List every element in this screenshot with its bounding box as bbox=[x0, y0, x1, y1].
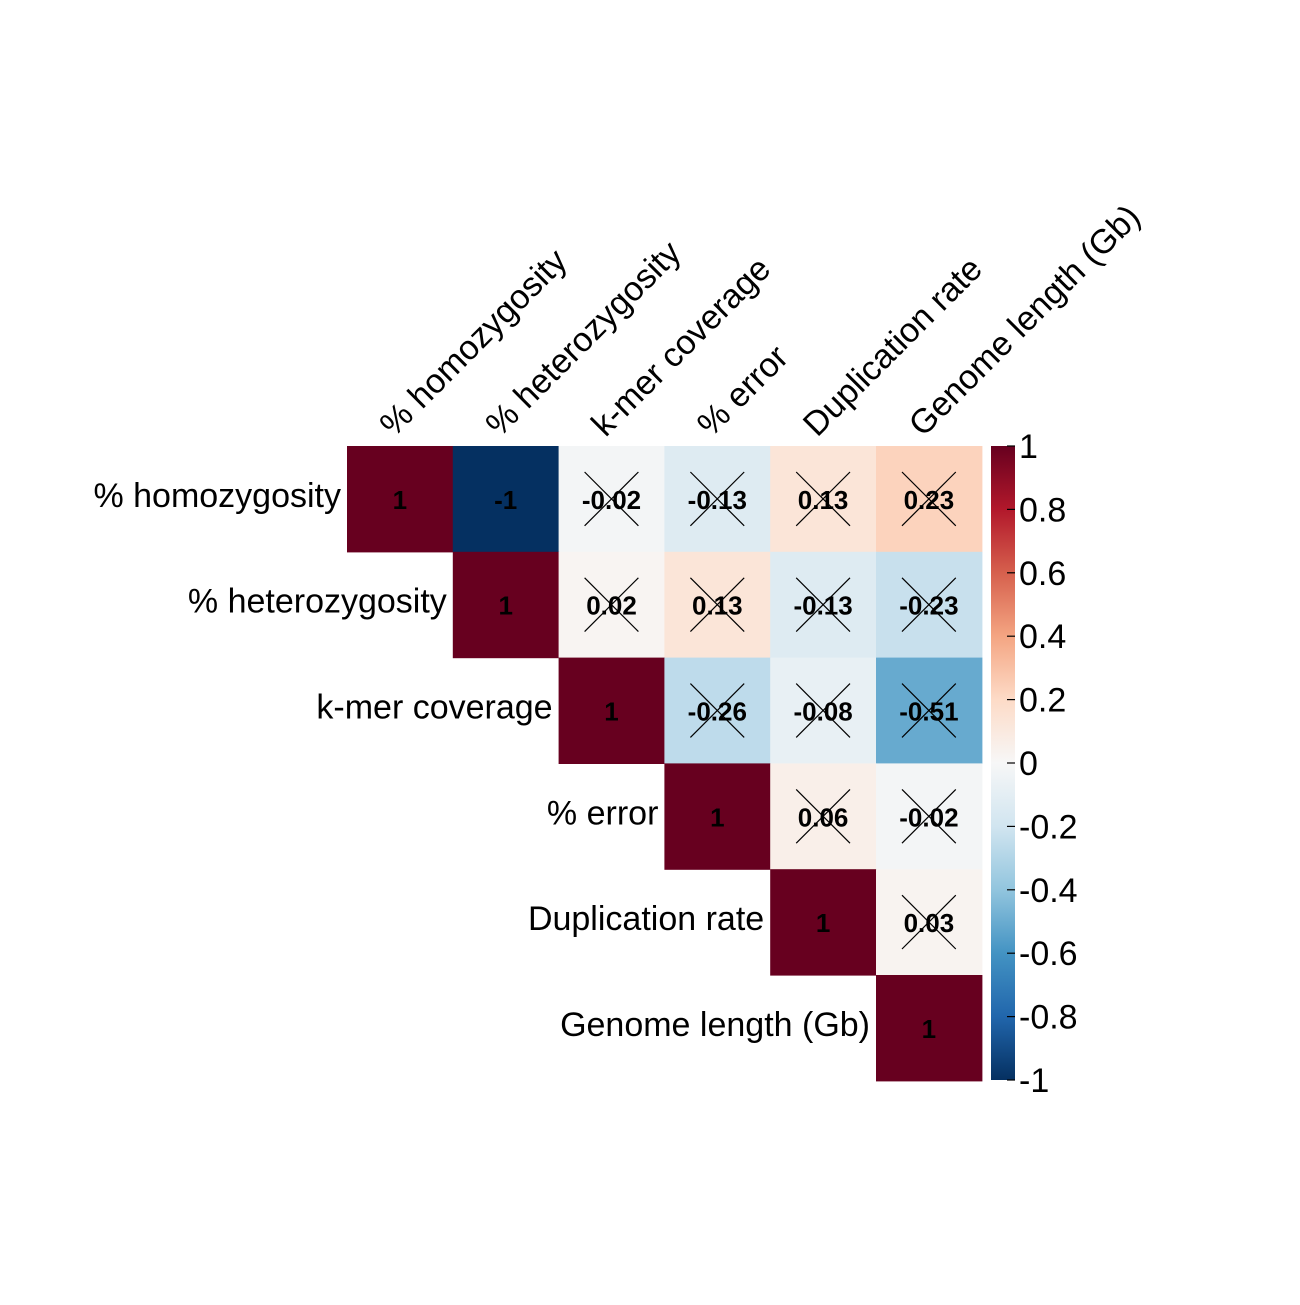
cells-layer: 1 -1 -0.02 -0.13 0.13 0.23 1 0.02 0.13 -0.13 -0.23… bbox=[347, 446, 983, 1082]
cell-value-label: 0.13 bbox=[692, 591, 743, 621]
heatmap-cell: -0.02 bbox=[876, 763, 983, 870]
cell-value-label: -0.02 bbox=[582, 485, 641, 515]
heatmap-cell: 0.06 bbox=[770, 763, 877, 870]
row-label: Duplication rate bbox=[528, 900, 764, 938]
heatmap-cell: 0.13 bbox=[770, 446, 877, 553]
cell-fill bbox=[664, 763, 771, 870]
cross-mark bbox=[901, 788, 957, 844]
legend-tick-label: 0 bbox=[1019, 745, 1038, 783]
heatmap-cell: 1 bbox=[876, 975, 983, 1082]
cell-value-label: 1 bbox=[816, 908, 830, 938]
heatmap-cell: -0.26 bbox=[664, 657, 771, 764]
column-label: % homozygosity bbox=[373, 242, 575, 444]
cross-mark bbox=[795, 577, 851, 633]
cross-mark bbox=[901, 894, 957, 950]
heatmap-cell: 0.02 bbox=[558, 551, 665, 659]
heatmap-cell: 1 bbox=[770, 869, 877, 976]
cross-mark bbox=[584, 471, 639, 527]
cell-fill bbox=[558, 657, 665, 764]
cell-value-label: -0.26 bbox=[688, 697, 747, 727]
heatmap-cell: 1 bbox=[347, 446, 454, 553]
cell-value-label: -0.23 bbox=[899, 591, 958, 621]
cell-value-label: 0.13 bbox=[798, 485, 849, 515]
cross-mark bbox=[795, 683, 851, 738]
cell-value-label: 1 bbox=[498, 591, 512, 621]
cross-mark bbox=[795, 471, 851, 527]
cell-value-label: 1 bbox=[922, 1014, 936, 1044]
heatmap-cell: -0.13 bbox=[664, 446, 771, 553]
column-label: % heterozygosity bbox=[478, 234, 688, 444]
color-legend: 1 0.8 0.6 0.4 0.2 0 -0.2 -0.4 -0.6 -0.8 -1 bbox=[991, 428, 1078, 1100]
legend-tick-label: -0.8 bbox=[1019, 999, 1078, 1037]
row-label: k-mer coverage bbox=[316, 689, 552, 727]
cell-value-label: 0.06 bbox=[798, 802, 849, 832]
heatmap-cell: -0.08 bbox=[770, 657, 877, 764]
cross-mark bbox=[901, 577, 957, 633]
legend-tick-label: -0.6 bbox=[1019, 935, 1078, 973]
cross-mark bbox=[901, 683, 957, 738]
heatmap-cell: -0.51 bbox=[876, 657, 983, 764]
cell-fill bbox=[770, 869, 877, 976]
cross-mark bbox=[584, 577, 639, 633]
cell-fill bbox=[452, 551, 560, 659]
cell-value-label: 1 bbox=[604, 697, 618, 727]
cell-fill bbox=[347, 446, 454, 553]
legend-tick-label: 0.4 bbox=[1019, 618, 1066, 656]
heatmap-cell: 1 bbox=[664, 763, 771, 870]
heatmap-cell: 1 bbox=[452, 551, 560, 659]
heatmap-cell: -0.23 bbox=[876, 551, 983, 659]
cell-value-label: 0.03 bbox=[904, 908, 955, 938]
legend-tick-label: -1 bbox=[1019, 1062, 1049, 1100]
row-labels: % homozygosity % heterozygosity k-mer cove… bbox=[93, 477, 870, 1044]
heatmap-cell: -0.02 bbox=[558, 446, 665, 553]
cell-value-label: -0.13 bbox=[688, 485, 747, 515]
heatmap-cell: -1 bbox=[452, 446, 560, 553]
row-label: % homozygosity bbox=[93, 477, 341, 515]
cross-mark bbox=[689, 471, 745, 527]
heatmap-cell: 0.03 bbox=[876, 869, 983, 976]
legend-tick-label: 0.2 bbox=[1019, 682, 1066, 720]
row-label: % heterozygosity bbox=[188, 583, 447, 621]
cross-mark bbox=[795, 788, 851, 844]
legend-tick-label: -0.4 bbox=[1019, 872, 1078, 910]
cell-value-label: 1 bbox=[710, 802, 724, 832]
cross-mark bbox=[689, 577, 745, 633]
legend-tick-label: 1 bbox=[1019, 428, 1038, 466]
row-label: Genome length (Gb) bbox=[560, 1006, 870, 1044]
cell-value-label: -0.51 bbox=[899, 697, 958, 727]
cell-fill bbox=[876, 975, 983, 1082]
heatmap-cell: 0.13 bbox=[664, 551, 771, 659]
legend-tick-label: 0.6 bbox=[1019, 555, 1066, 593]
cross-mark bbox=[901, 471, 957, 527]
column-label: % error bbox=[690, 338, 796, 444]
heatmap-cell: 1 bbox=[558, 657, 665, 764]
heatmap-cell: 0.23 bbox=[876, 446, 983, 553]
legend-tick-label: -0.2 bbox=[1019, 808, 1078, 846]
cell-value-label: 0.23 bbox=[904, 485, 955, 515]
cross-mark bbox=[689, 683, 745, 738]
column-label: Duplication rate bbox=[796, 250, 990, 444]
cell-value-label: 1 bbox=[393, 485, 407, 515]
legend-tick-label: 0.8 bbox=[1019, 491, 1066, 529]
column-label: k-mer coverage bbox=[584, 250, 778, 444]
cell-value-label: -0.08 bbox=[793, 697, 852, 727]
row-label: % error bbox=[547, 794, 658, 832]
cell-value-label: -0.02 bbox=[899, 802, 958, 832]
cell-fill bbox=[452, 446, 560, 553]
heatmap-cell: -0.13 bbox=[770, 551, 877, 659]
cell-value-label: -1 bbox=[494, 485, 517, 515]
cell-value-label: 0.02 bbox=[586, 591, 637, 621]
cell-value-label: -0.13 bbox=[793, 591, 852, 621]
